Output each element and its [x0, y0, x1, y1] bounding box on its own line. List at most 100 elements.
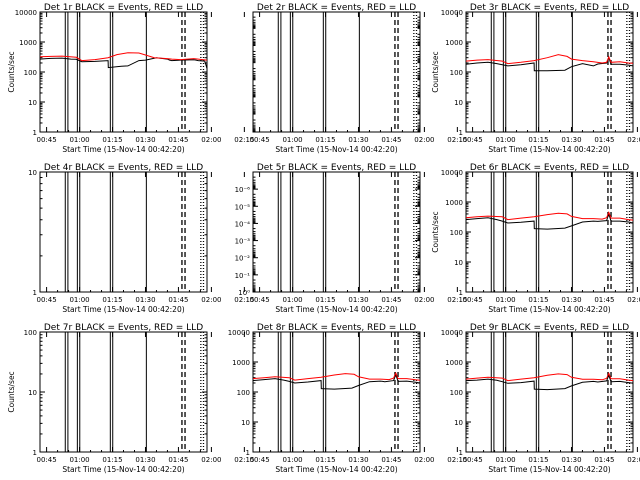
- x-tick-label: 01:00: [495, 296, 515, 304]
- x-tick-label: 00:45: [249, 136, 269, 144]
- panel-det-3: Det 3r BLACK = Events, RED = LLD 00:45 01:…: [431, 3, 640, 154]
- panel-det-6: Det 6r BLACK = Events, RED = LLD 00:45 01:…: [431, 163, 640, 314]
- y-tick-label: 10000: [441, 169, 463, 177]
- x-tick-label: 01:15: [528, 456, 548, 464]
- y-tick-label: 1000: [445, 199, 463, 207]
- panel-det-7: Det 7r BLACK = Events, RED = LLD 00:45 01:…: [7, 323, 254, 474]
- x-tick-label: 01:00: [69, 136, 89, 144]
- y-axis-label: Counts/sec: [7, 51, 16, 92]
- y-tick-label: 1000: [445, 39, 463, 47]
- x-axis-caption: Start Time (15-Nov-14 00:42:20): [275, 305, 397, 314]
- panel-title: Det 3r BLACK = Events, RED = LLD: [470, 3, 629, 13]
- series-line-events: [465, 212, 634, 230]
- series-line-lld: [465, 211, 634, 221]
- y-tick-label: 10000: [228, 329, 250, 337]
- x-tick-label: 02:15: [447, 456, 467, 464]
- x-tick-label: 01:15: [528, 136, 548, 144]
- y-tick-label: 1: [246, 449, 250, 457]
- y-tick-label: 10000: [441, 329, 463, 337]
- y-tick-label: 1: [33, 129, 37, 137]
- x-tick-label: 01:45: [594, 296, 614, 304]
- x-axis-caption: Start Time (15-Nov-14 00:42:20): [62, 305, 184, 314]
- x-tick-label: 02:00: [627, 456, 640, 464]
- x-tick-label: 01:45: [168, 456, 188, 464]
- x-tick-label: 01:00: [282, 296, 302, 304]
- y-tick-label: 100: [24, 329, 37, 337]
- x-tick-label: 00:45: [249, 296, 269, 304]
- y-tick-label: 10⁰: [238, 289, 250, 297]
- y-axis-label: Counts/sec: [431, 211, 440, 252]
- x-tick-label: 02:15: [447, 296, 467, 304]
- x-tick-label: 01:15: [102, 456, 122, 464]
- panel-det-4: Det 4r BLACK = Events, RED = LLD 00:45 01:…: [28, 163, 254, 314]
- x-tick-label: 02:15: [234, 296, 254, 304]
- y-tick-label: 1: [33, 289, 37, 297]
- x-tick-label: 01:15: [102, 296, 122, 304]
- series-line-events: [465, 373, 634, 391]
- x-tick-label: 01:30: [348, 296, 368, 304]
- y-tick-label: 1: [459, 129, 463, 137]
- x-tick-label: 02:00: [414, 456, 434, 464]
- panel-det-1: Det 1r BLACK = Events, RED = LLD 00:45 01:…: [7, 3, 254, 154]
- x-tick-label: 02:15: [234, 456, 254, 464]
- panel-title: Det 4r BLACK = Events, RED = LLD: [44, 163, 203, 173]
- y-tick-label: 10: [28, 389, 37, 397]
- y-tick-label: 10: [454, 259, 463, 267]
- x-tick-label: 00:45: [462, 456, 482, 464]
- x-tick-label: 01:15: [315, 296, 335, 304]
- x-tick-label: 00:45: [36, 136, 56, 144]
- x-tick-label: 00:45: [36, 296, 56, 304]
- x-tick-label: 00:45: [36, 456, 56, 464]
- y-tick-label: 100: [450, 69, 463, 77]
- panel-title: Det 2r BLACK = Events, RED = LLD: [257, 3, 416, 13]
- y-tick-label: 100: [237, 389, 250, 397]
- y-tick-label: 100: [450, 229, 463, 237]
- y-tick-label: 10⁻³: [235, 238, 251, 246]
- x-tick-label: 02:00: [201, 456, 221, 464]
- y-tick-label: 1: [33, 449, 37, 457]
- series-line-lld: [465, 54, 634, 65]
- x-tick-label: 01:45: [168, 136, 188, 144]
- x-tick-label: 01:00: [69, 456, 89, 464]
- y-tick-label: 100: [24, 69, 37, 77]
- panel-title: Det 9r BLACK = Events, RED = LLD: [470, 323, 629, 333]
- panel-det-8: Det 8r BLACK = Events, RED = LLD 00:45 01:…: [228, 323, 468, 474]
- y-tick-label: 1: [459, 449, 463, 457]
- x-tick-label: 01:30: [135, 296, 155, 304]
- x-tick-label: 01:00: [282, 456, 302, 464]
- x-tick-label: 01:00: [495, 136, 515, 144]
- panel-title: Det 8r BLACK = Events, RED = LLD: [257, 323, 416, 333]
- x-tick-label: 01:45: [168, 296, 188, 304]
- y-tick-label: 10: [454, 419, 463, 427]
- x-tick-label: 01:00: [282, 136, 302, 144]
- y-tick-label: 10: [28, 169, 37, 177]
- x-axis-caption: Start Time (15-Nov-14 00:42:20): [488, 145, 610, 154]
- y-tick-label: 100: [450, 389, 463, 397]
- x-tick-label: 01:30: [135, 136, 155, 144]
- panel-det-2: Det 2r BLACK = Events, RED = LLD 00:45 01:…: [249, 3, 467, 154]
- y-tick-label: 1000: [445, 359, 463, 367]
- series-line-events: [39, 57, 208, 69]
- y-axis-label: Counts/sec: [431, 51, 440, 92]
- x-axis-caption: Start Time (15-Nov-14 00:42:20): [62, 145, 184, 154]
- x-axis-caption: Start Time (15-Nov-14 00:42:20): [488, 465, 610, 474]
- x-tick-label: 01:30: [348, 136, 368, 144]
- x-tick-label: 01:45: [381, 296, 401, 304]
- x-tick-label: 01:30: [561, 136, 581, 144]
- x-tick-label: 02:00: [414, 136, 434, 144]
- x-axis-caption: Start Time (15-Nov-14 00:42:20): [488, 305, 610, 314]
- y-tick-label: 10⁻⁶: [235, 186, 251, 194]
- y-tick-label: 10: [454, 99, 463, 107]
- x-axis-caption: Start Time (15-Nov-14 00:42:20): [275, 465, 397, 474]
- y-tick-label: 10⁻²: [235, 255, 251, 263]
- y-tick-label: 10: [241, 419, 250, 427]
- y-tick-label: 10: [28, 99, 37, 107]
- x-tick-label: 01:15: [102, 136, 122, 144]
- y-tick-label: 1: [459, 289, 463, 297]
- series-line-lld: [252, 371, 421, 381]
- x-tick-label: 01:15: [315, 136, 335, 144]
- x-tick-label: 01:30: [561, 296, 581, 304]
- x-tick-label: 02:15: [447, 136, 467, 144]
- series-line-lld: [465, 371, 634, 382]
